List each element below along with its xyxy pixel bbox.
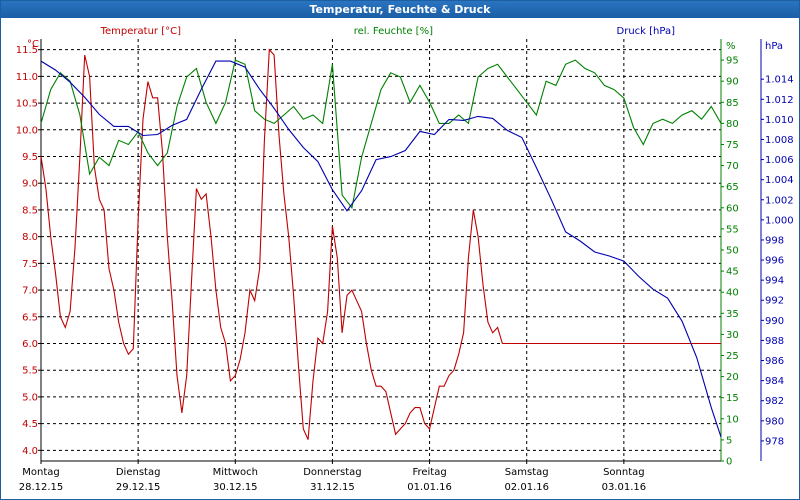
temperature-tick-label: 11.5: [16, 45, 38, 56]
x-tick-day: Montag: [22, 467, 59, 478]
temperature-tick-label: 5.0: [22, 392, 38, 403]
humidity-tick-label: 95: [726, 56, 739, 67]
temperature-tick-label: 6.5: [22, 312, 38, 323]
x-tick-date: 31.12.15: [310, 482, 355, 493]
pressure-tick-label: 990: [765, 316, 784, 327]
pressure-tick-label: 1.014: [765, 75, 794, 86]
pressure-tick-label: 994: [765, 276, 784, 287]
x-tick-date: 29.12.15: [116, 482, 161, 493]
pressure-tick-label: 1.012: [765, 95, 794, 106]
pressure-tick-label: 1.002: [765, 195, 794, 206]
pressure-tick-label: 982: [765, 396, 784, 407]
pressure-tick-label: 986: [765, 356, 784, 367]
x-tick-date: 30.12.15: [213, 482, 258, 493]
pressure-tick-label: 1.010: [765, 115, 794, 126]
humidity-tick-label: 30: [726, 330, 739, 341]
x-tick-date: 01.01.16: [407, 482, 452, 493]
pressure-tick-label: 1.008: [765, 135, 794, 146]
temperature-tick-label: 10.5: [16, 99, 38, 110]
pressure-tick-label: 980: [765, 416, 784, 427]
x-tick-day: Sonntag: [603, 467, 645, 478]
temperature-tick-label: 4.5: [22, 419, 38, 430]
temperature-tick-label: 10.0: [16, 125, 38, 136]
humidity-axis-title: rel. Feuchte [%]: [354, 26, 433, 37]
window-title: Temperatur, Feuchte & Druck: [1, 1, 799, 18]
humidity-tick-label: 25: [726, 351, 739, 362]
humidity-tick-label: 40: [726, 288, 739, 299]
humidity-tick-label: 50: [726, 246, 739, 257]
pressure-tick-label: 1.006: [765, 155, 794, 166]
humidity-tick-label: 70: [726, 161, 739, 172]
x-tick-day: Dienstag: [116, 467, 161, 478]
humidity-tick-label: 35: [726, 309, 739, 320]
pressure-tick-label: 1.004: [765, 175, 794, 186]
humidity-tick-label: 15: [726, 393, 739, 404]
temperature-tick-label: 6.0: [22, 339, 38, 350]
pressure-series-line: [40, 60, 722, 438]
humidity-tick-label: 55: [726, 224, 739, 235]
pressure-tick-label: 978: [765, 436, 784, 447]
chart-area: 4.0 4.5 5.0 5.5 6.0 6.5 7.0 7.5 8.0 8.5 9.0 9.5 10.0…: [16, 26, 794, 493]
humidity-tick-label: 85: [726, 98, 739, 109]
temperature-tick-label: 5.5: [22, 366, 38, 377]
x-tick-date: 03.01.16: [602, 482, 647, 493]
temperature-tick-label: 9.5: [22, 152, 38, 163]
temperature-tick-label: 7.5: [22, 259, 38, 270]
temperature-unit-label: °C: [27, 39, 39, 50]
x-tick-date: 28.12.15: [19, 482, 64, 493]
x-tick-day: Freitag: [412, 467, 446, 478]
humidity-tick-label: 75: [726, 140, 739, 151]
humidity-tick-label: 0: [726, 457, 732, 468]
pressure-tick-label: 984: [765, 376, 784, 387]
pressure-axis-title: Druck [hPa]: [617, 26, 676, 37]
humidity-tick-label: 10: [726, 414, 739, 425]
humidity-tick-label: 90: [726, 77, 739, 88]
temperature-tick-label: 8.0: [22, 232, 38, 243]
humidity-tick-label: 5: [726, 435, 732, 446]
temperature-series-line: [40, 48, 721, 440]
temperature-axis-title: Temperatur [°C]: [100, 26, 181, 37]
pressure-unit-label: hPa: [765, 41, 783, 52]
pressure-tick-label: 998: [765, 235, 784, 246]
humidity-tick-label: 60: [726, 203, 739, 214]
temperature-tick-label: 11.0: [16, 72, 38, 83]
humidity-tick-label: 65: [726, 182, 739, 193]
humidity-tick-label: 80: [726, 119, 739, 130]
x-tick-day: Donnerstag: [303, 467, 361, 478]
x-tick-day: Mittwoch: [213, 467, 258, 478]
humidity-unit-label: %: [726, 41, 736, 52]
pressure-tick-label: 1.000: [765, 215, 794, 226]
humidity-series-line: [40, 59, 722, 210]
pressure-tick-label: 988: [765, 336, 784, 347]
x-tick-date: 02.01.16: [504, 482, 549, 493]
temperature-tick-label: 4.0: [22, 446, 38, 457]
pressure-tick-label: 996: [765, 256, 784, 267]
temperature-tick-label: 7.0: [22, 286, 38, 297]
humidity-tick-label: 20: [726, 372, 739, 383]
humidity-tick-label: 45: [726, 267, 739, 278]
pressure-tick-label: 992: [765, 296, 784, 307]
temperature-tick-label: 8.5: [22, 205, 38, 216]
temperature-tick-label: 9.0: [22, 179, 38, 190]
x-tick-day: Samstag: [505, 467, 549, 478]
